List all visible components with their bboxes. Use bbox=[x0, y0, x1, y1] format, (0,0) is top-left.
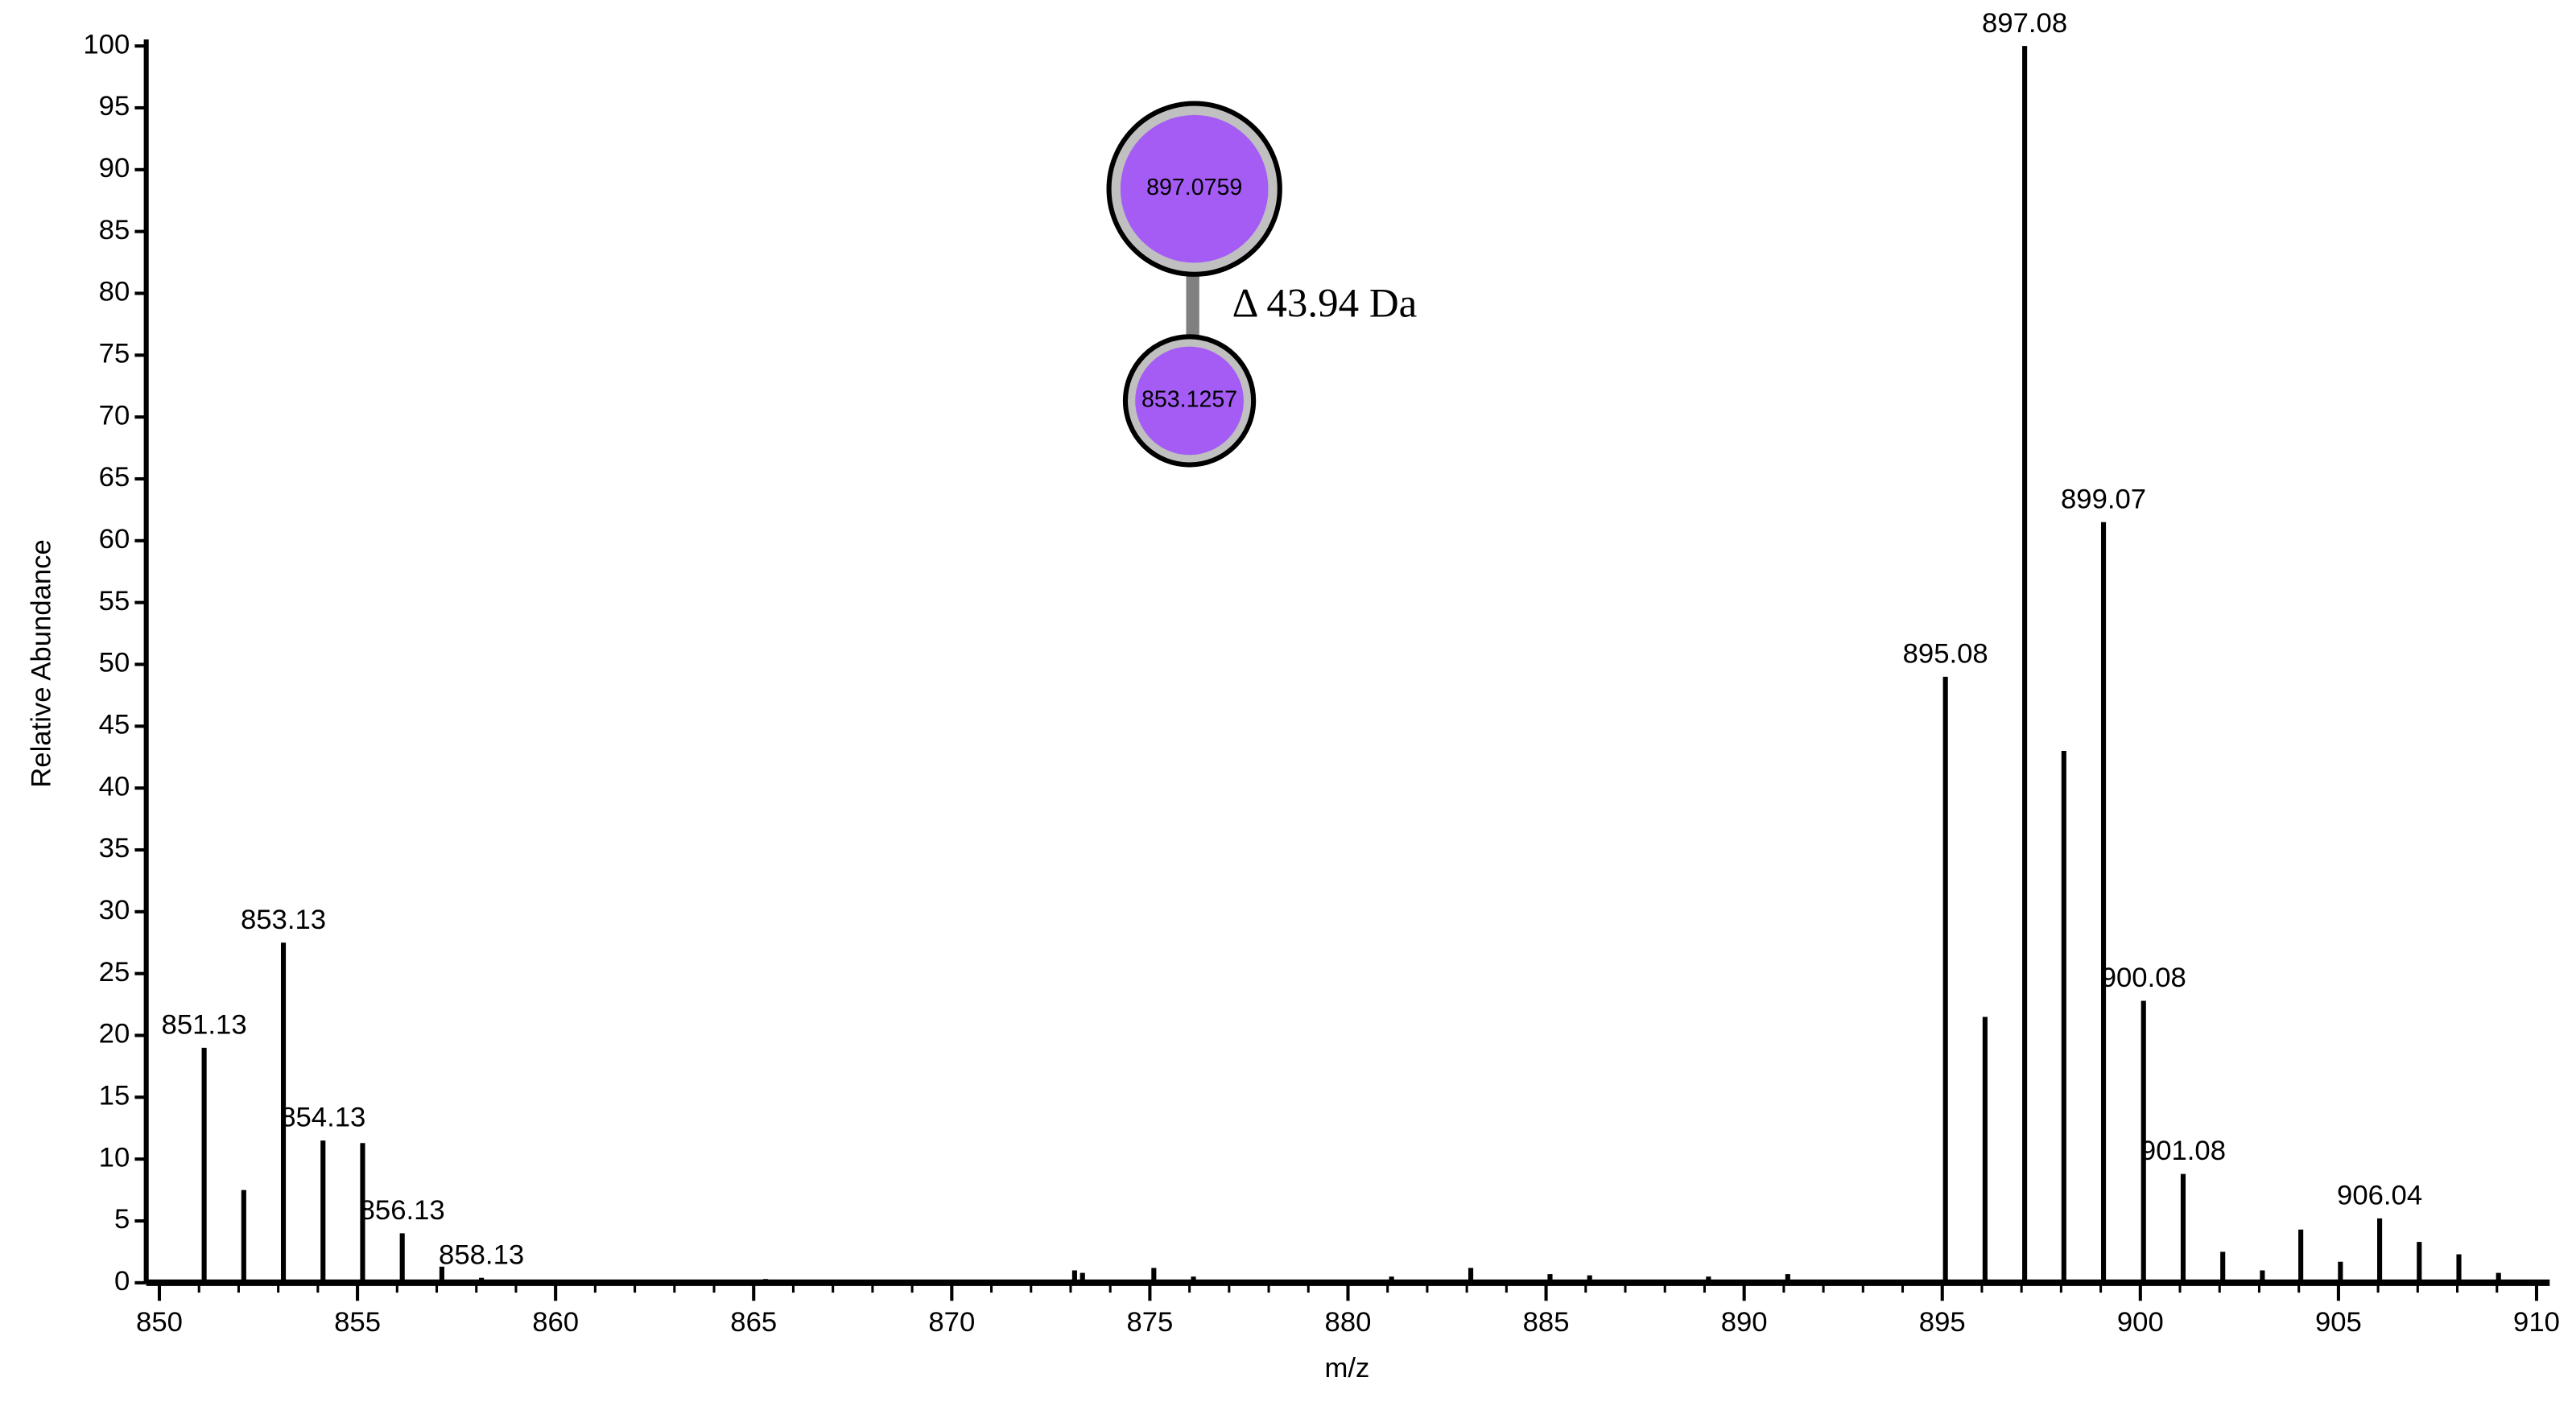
node-label: 853.1257 bbox=[1141, 386, 1237, 412]
node-label: 897.0759 bbox=[1146, 175, 1242, 200]
y-tick-label: 40 bbox=[99, 771, 130, 802]
peak-label: 858.13 bbox=[439, 1239, 524, 1270]
x-tick-label: 870 bbox=[928, 1307, 975, 1338]
y-tick-label: 45 bbox=[99, 709, 130, 740]
x-tick-label: 905 bbox=[2315, 1307, 2362, 1338]
x-axis-title: m/z bbox=[1325, 1353, 1370, 1383]
x-tick-label: 885 bbox=[1523, 1307, 1570, 1338]
y-tick-label: 100 bbox=[83, 29, 130, 60]
x-tick-label: 890 bbox=[1721, 1307, 1768, 1338]
x-tick-label: 900 bbox=[2117, 1307, 2164, 1338]
x-tick-label: 880 bbox=[1325, 1307, 1372, 1338]
peak-label: 856.13 bbox=[360, 1195, 445, 1226]
y-tick-label: 60 bbox=[99, 524, 130, 555]
y-tick-label: 80 bbox=[99, 277, 130, 307]
y-tick-label: 50 bbox=[99, 648, 130, 678]
peak-label: 895.08 bbox=[1903, 638, 1988, 669]
peak-label: 853.13 bbox=[241, 905, 326, 935]
x-tick-label: 875 bbox=[1126, 1307, 1173, 1338]
y-tick-label: 25 bbox=[99, 957, 130, 988]
x-tick-label: 865 bbox=[730, 1307, 777, 1338]
peak-label: 851.13 bbox=[162, 1009, 247, 1040]
y-tick-label: 10 bbox=[99, 1142, 130, 1173]
x-tick-label: 860 bbox=[532, 1307, 579, 1338]
y-tick-label: 30 bbox=[99, 895, 130, 926]
peak-label: 897.08 bbox=[1982, 8, 2067, 39]
y-tick-label: 15 bbox=[99, 1080, 130, 1111]
peak-label: 901.08 bbox=[2140, 1136, 2226, 1166]
y-tick-label: 65 bbox=[99, 462, 130, 493]
y-tick-label: 35 bbox=[99, 833, 130, 864]
y-tick-label: 85 bbox=[99, 215, 130, 245]
peak-label: 899.07 bbox=[2061, 484, 2146, 514]
y-tick-label: 70 bbox=[99, 400, 130, 431]
y-tick-label: 0 bbox=[114, 1266, 130, 1297]
network-node-fill bbox=[1135, 346, 1244, 456]
y-tick-label: 5 bbox=[114, 1204, 130, 1235]
peak-label: 900.08 bbox=[2101, 963, 2186, 993]
peak-label: 854.13 bbox=[280, 1103, 365, 1133]
y-tick-label: 55 bbox=[99, 586, 130, 616]
y-tick-label: 95 bbox=[99, 91, 130, 122]
edge-label: Δ 43.94 Da bbox=[1232, 281, 1418, 326]
peak-label: 906.04 bbox=[2337, 1181, 2422, 1211]
y-tick-label: 20 bbox=[99, 1019, 130, 1049]
y-axis-title: Relative Abundance bbox=[26, 539, 56, 788]
x-tick-label: 855 bbox=[334, 1307, 381, 1338]
y-tick-label: 75 bbox=[99, 338, 130, 369]
network-node-fill bbox=[1120, 114, 1269, 263]
x-tick-label: 910 bbox=[2513, 1307, 2560, 1338]
x-tick-label: 850 bbox=[136, 1307, 183, 1338]
y-tick-label: 90 bbox=[99, 153, 130, 183]
x-tick-label: 895 bbox=[1919, 1307, 1966, 1338]
